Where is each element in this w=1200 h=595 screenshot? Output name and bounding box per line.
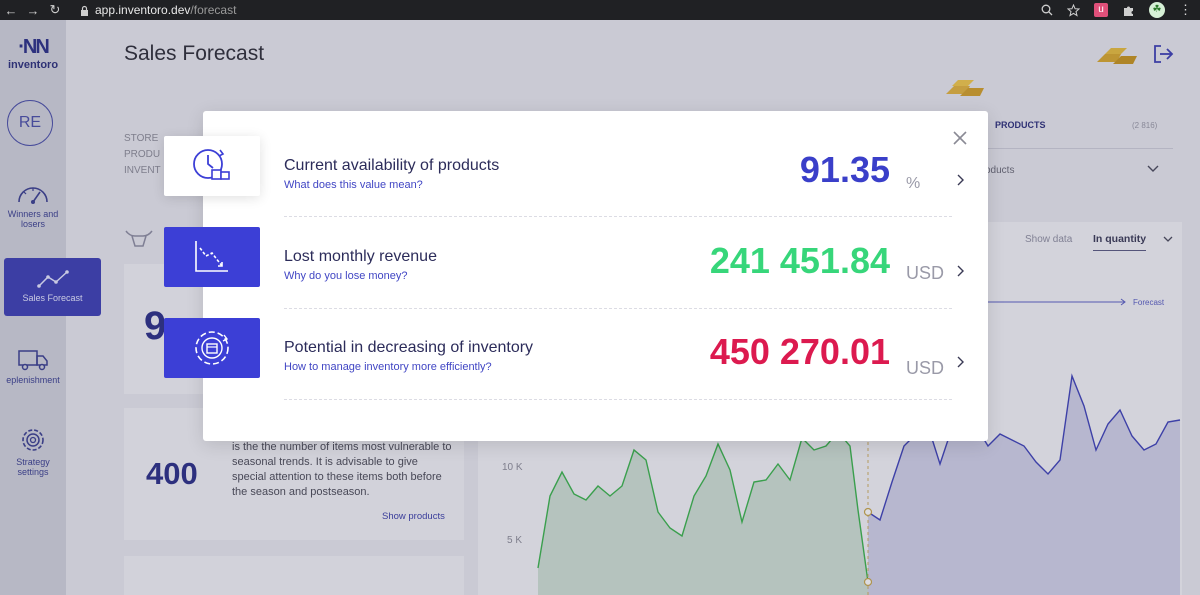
history-area — [538, 432, 868, 595]
show-data-label: Show data — [1025, 234, 1073, 245]
products-count: (2 816) — [1132, 121, 1158, 130]
gear-icon — [22, 429, 44, 451]
inventory-cycle-icon — [195, 331, 229, 365]
availability-icon-box — [164, 136, 260, 196]
filter-labels: STORE PRODU INVENT — [124, 128, 161, 182]
row-divider — [284, 216, 952, 217]
sidebar: ·NN inventoro RE Winners and losers Sale… — [0, 20, 101, 595]
transition-marker — [863, 577, 873, 587]
kpi-value: 91.35 — [799, 149, 890, 190]
app-logo[interactable]: ·NN inventoro — [0, 36, 66, 71]
kpi-title: Lost monthly revenue — [284, 248, 437, 265]
sidebar-item-sales-forecast[interactable]: Sales Forecast — [4, 258, 101, 316]
forecast-legend-label: Forecast — [1133, 298, 1165, 307]
bull-icon — [125, 230, 153, 247]
kpi-help-link[interactable]: How to manage inventory more efficiently… — [284, 361, 492, 373]
chevron-right-icon[interactable] — [957, 356, 965, 368]
url-path: /forecast — [190, 3, 237, 17]
filter-label: STORE — [124, 133, 159, 144]
kpi-row-lost-revenue[interactable]: Lost monthly revenue Why do you lose mon… — [284, 240, 974, 308]
speedometer-icon — [18, 187, 48, 204]
chevron-right-icon[interactable] — [957, 174, 965, 186]
browser-toolbar: ← → ↻ app.inventoro.dev/forecast u ☘ ⋮ — [0, 0, 1200, 20]
kpi-title: Potential in decreasing of inventory — [284, 339, 534, 356]
clock-boxes-icon — [193, 149, 230, 180]
filter-label: INVENT — [124, 165, 161, 176]
divider — [985, 148, 1173, 149]
zoom-icon[interactable] — [1041, 4, 1053, 16]
kpi-value: 450 270.01 — [709, 331, 890, 372]
filter-label: PRODU — [124, 149, 161, 160]
row-divider — [284, 399, 952, 400]
history-line — [537, 430, 869, 583]
truck-icon — [18, 350, 48, 371]
star-icon[interactable] — [1067, 3, 1080, 17]
url-host: app.inventoro.dev — [95, 3, 191, 17]
kpi-unit: USD — [906, 358, 945, 378]
kpi-row-inventory-decrease[interactable]: Potential in decreasing of inventory How… — [284, 331, 974, 399]
forward-icon[interactable]: → — [26, 2, 40, 18]
sidebar-item-replenishment[interactable]: eplenishment — [0, 348, 66, 385]
trend-line-icon — [36, 270, 69, 288]
sidebar-item-label: Strategy settings — [16, 457, 50, 477]
sidebar-item-label: eplenishment — [6, 375, 60, 385]
logo-mark-icon: ·NN — [18, 36, 50, 58]
seasonal-items-value: 400 — [146, 456, 198, 491]
kpi-help-link[interactable]: Why do you lose money? — [284, 270, 408, 282]
profile-avatar-icon[interactable]: ☘ — [1149, 2, 1165, 18]
menu-icon[interactable]: ⋮ — [1179, 2, 1192, 17]
kpi-partial-value: 9 — [144, 304, 167, 348]
extension-u-icon[interactable]: u — [1094, 3, 1108, 17]
kpi-row-availability[interactable]: Current availability of products What do… — [284, 149, 974, 217]
bottom-card — [124, 556, 464, 595]
forecast-area — [868, 376, 1180, 595]
show-products-link[interactable]: Show products — [382, 511, 445, 522]
transition-marker — [863, 507, 873, 517]
kpi-unit: % — [906, 175, 921, 192]
seasonal-items-description: is the the number of items most vulnerab… — [232, 441, 452, 498]
logo-text: inventoro — [7, 59, 59, 71]
y-axis-tick-label: 10 K — [502, 462, 523, 473]
kpi-value: 241 451.84 — [709, 240, 890, 281]
gold-bars-icon — [946, 80, 984, 96]
reload-icon[interactable]: ↻ — [49, 2, 61, 17]
products-tab[interactable]: PRODUCTS — [995, 120, 1046, 130]
show-data-select[interactable]: In quantity — [1093, 233, 1147, 251]
close-icon[interactable] — [949, 127, 971, 149]
chevron-down-icon[interactable] — [1147, 165, 1159, 173]
row-divider — [284, 308, 952, 309]
products-dropdown[interactable]: oducts — [985, 165, 1015, 176]
chevron-down-icon[interactable] — [1163, 236, 1173, 243]
sidebar-item-winners-and-losers[interactable]: Winners and losers — [0, 180, 66, 229]
lost-revenue-icon-box — [164, 227, 260, 287]
kpi-unit: USD — [906, 263, 945, 283]
declining-chart-icon — [195, 241, 228, 272]
kpi-modal — [203, 111, 988, 441]
sidebar-item-label: Winners and losers — [7, 209, 59, 229]
chevron-right-icon[interactable] — [957, 265, 965, 277]
address-bar[interactable]: app.inventoro.dev/forecast — [80, 3, 236, 17]
forecast-legend-line — [985, 298, 1126, 306]
kpi-help-link[interactable]: What does this value mean? — [284, 179, 423, 191]
logout-icon[interactable] — [1152, 44, 1174, 64]
kpi-title: Current availability of products — [284, 157, 500, 174]
puzzle-icon[interactable] — [1122, 4, 1135, 17]
sidebar-item-label: Sales Forecast — [22, 293, 83, 303]
page-title: Sales Forecast — [124, 42, 265, 65]
sidebar-item-strategy-settings[interactable]: Strategy settings — [0, 426, 66, 477]
user-avatar[interactable]: RE — [7, 100, 53, 146]
gold-bars-icon — [1097, 48, 1137, 64]
y-axis-tick-label: 5 K — [507, 535, 523, 546]
back-icon[interactable]: ← — [4, 2, 18, 18]
inventory-icon-box — [164, 318, 260, 378]
lock-icon — [81, 5, 88, 16]
